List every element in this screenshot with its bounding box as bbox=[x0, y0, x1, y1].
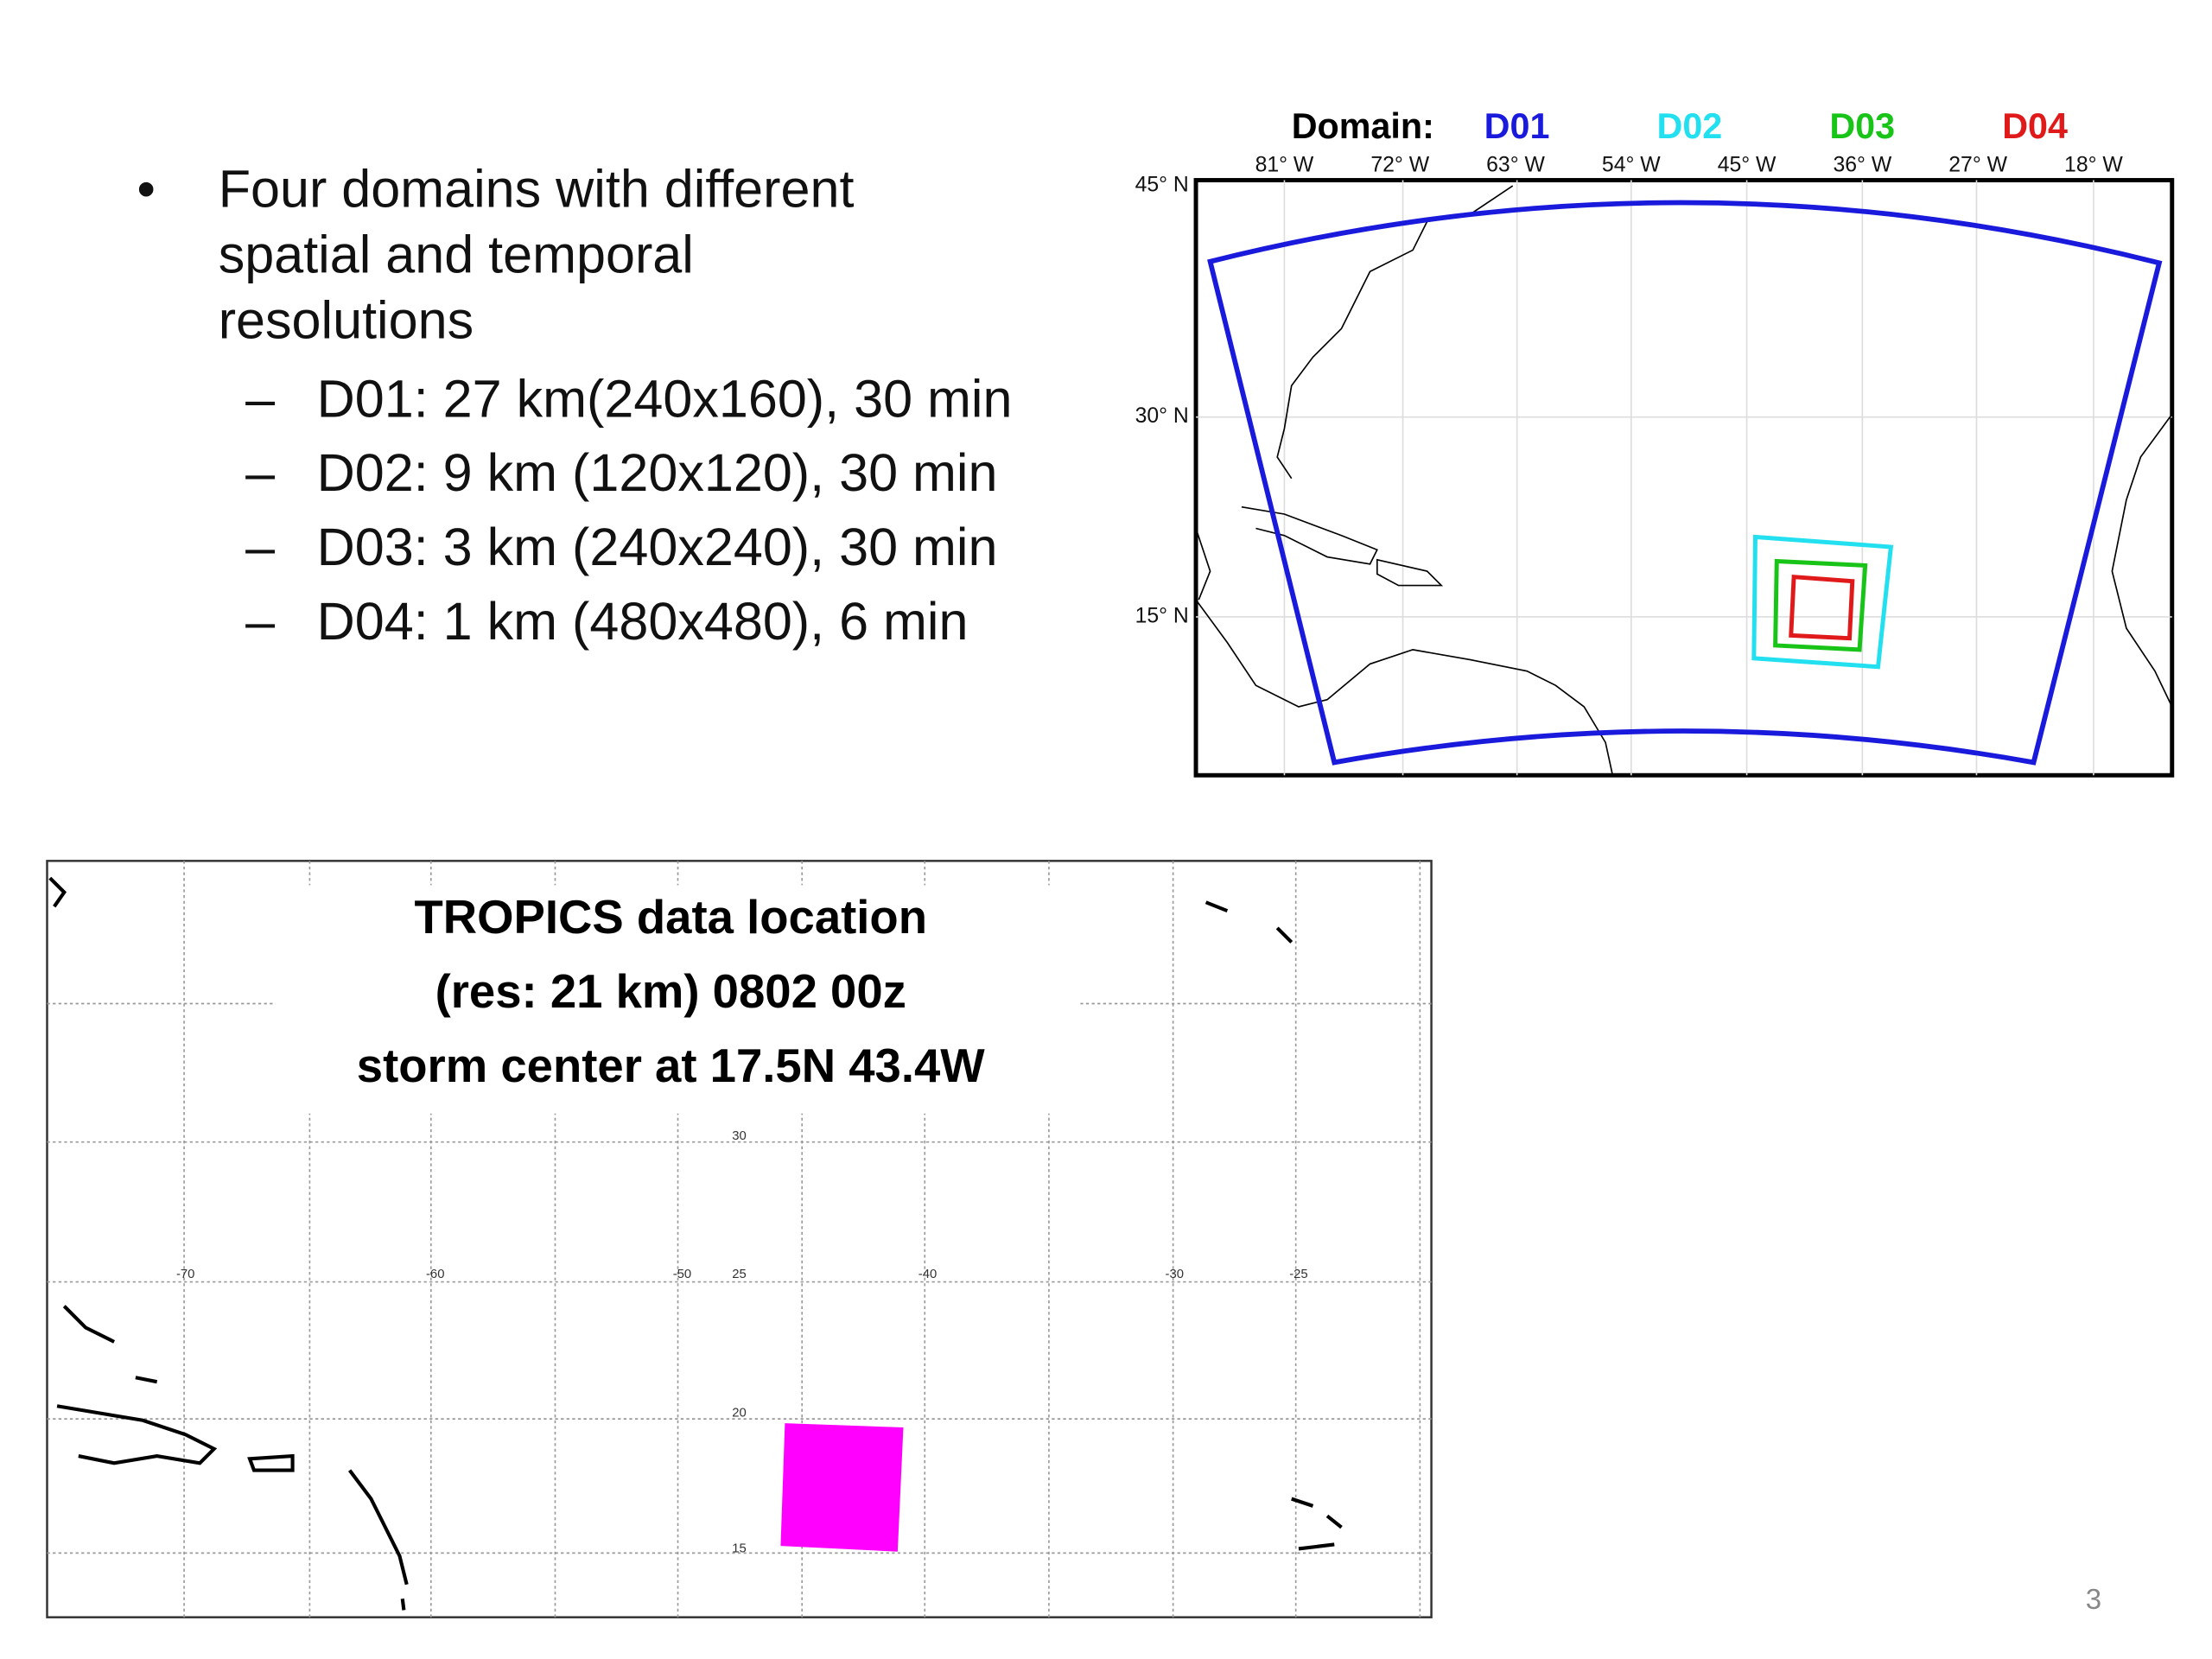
sub-bullet-dash: – bbox=[245, 369, 275, 428]
lat-label: 30° N bbox=[1135, 404, 1189, 428]
title-backdrop bbox=[275, 885, 1081, 1114]
lon-label: -30 bbox=[1166, 1268, 1184, 1281]
map-title: (res: 21 km) 0802 00z bbox=[435, 965, 906, 1018]
sub-bullet-text: D04: 1 km (480x480), 6 min bbox=[317, 592, 969, 651]
domain-map: Domain: D01 D02 D03 D04 81° W 72° W 63° W 54° W… bbox=[1135, 106, 2175, 778]
bullet-text: resolutions bbox=[219, 290, 474, 349]
lat-label: 30 bbox=[732, 1129, 747, 1143]
tropics-map: TROPICS data location (res: 21 km) 0802 0… bbox=[46, 860, 1433, 1618]
lon-label: 45° W bbox=[1718, 154, 1777, 177]
map-title: storm center at 17.5N 43.4W bbox=[357, 1039, 986, 1092]
domain-d03 bbox=[1773, 558, 1868, 652]
lat-label: 20 bbox=[732, 1406, 747, 1420]
lon-label: 72° W bbox=[1370, 154, 1429, 177]
domain-d01 bbox=[1207, 200, 2163, 766]
domain-d02 bbox=[1751, 534, 1894, 670]
sub-bullet-text: D02: 9 km (120x120), 30 min bbox=[317, 443, 998, 502]
domain-d04 bbox=[1789, 575, 1855, 641]
sub-bullet-text: D01: 27 km(240x160), 30 min bbox=[317, 369, 1013, 428]
lon-label: 18° W bbox=[2064, 154, 2123, 177]
map-title: TROPICS data location bbox=[415, 891, 928, 944]
sub-bullet-dash: – bbox=[245, 592, 275, 651]
legend-entry: D04 bbox=[2002, 106, 2068, 146]
lat-label: 15 bbox=[732, 1541, 747, 1555]
coastline bbox=[48, 876, 1343, 1611]
lon-label: -25 bbox=[1289, 1268, 1307, 1281]
lon-label: -60 bbox=[426, 1268, 444, 1281]
lon-label: -40 bbox=[918, 1268, 937, 1281]
lat-label: 45° N bbox=[1135, 174, 1189, 197]
map-frame bbox=[1193, 178, 2175, 778]
bullet-list: • Four domains with different spatial and… bbox=[137, 160, 1013, 651]
tropics-data-swath bbox=[780, 1423, 904, 1552]
lat-label: 15° N bbox=[1135, 604, 1189, 627]
legend-title: Domain: bbox=[1292, 106, 1434, 146]
lon-label: 54° W bbox=[1602, 154, 1661, 177]
lon-label: 27° W bbox=[1948, 154, 2007, 177]
lon-label: -70 bbox=[176, 1268, 194, 1281]
map-grid bbox=[1196, 180, 2172, 776]
legend-entry: D01 bbox=[1484, 106, 1550, 146]
page-number: 3 bbox=[2086, 1583, 2101, 1615]
bullet-symbol: • bbox=[137, 160, 156, 219]
legend-entry: D03 bbox=[1829, 106, 1895, 146]
bullet-text: spatial and temporal bbox=[219, 225, 694, 283]
lon-label: -50 bbox=[673, 1268, 691, 1281]
lon-label: 36° W bbox=[1833, 154, 1891, 177]
lon-label: 63° W bbox=[1486, 154, 1545, 177]
lat-label: 25 bbox=[732, 1268, 747, 1281]
bullet-text: Four domains with different bbox=[219, 160, 855, 219]
sub-bullet-text: D03: 3 km (240x240), 30 min bbox=[317, 518, 998, 576]
legend-entry: D02 bbox=[1657, 106, 1723, 146]
lon-label: 81° W bbox=[1255, 154, 1314, 177]
sub-bullet-dash: – bbox=[245, 518, 275, 576]
sub-bullet-dash: – bbox=[245, 443, 275, 502]
